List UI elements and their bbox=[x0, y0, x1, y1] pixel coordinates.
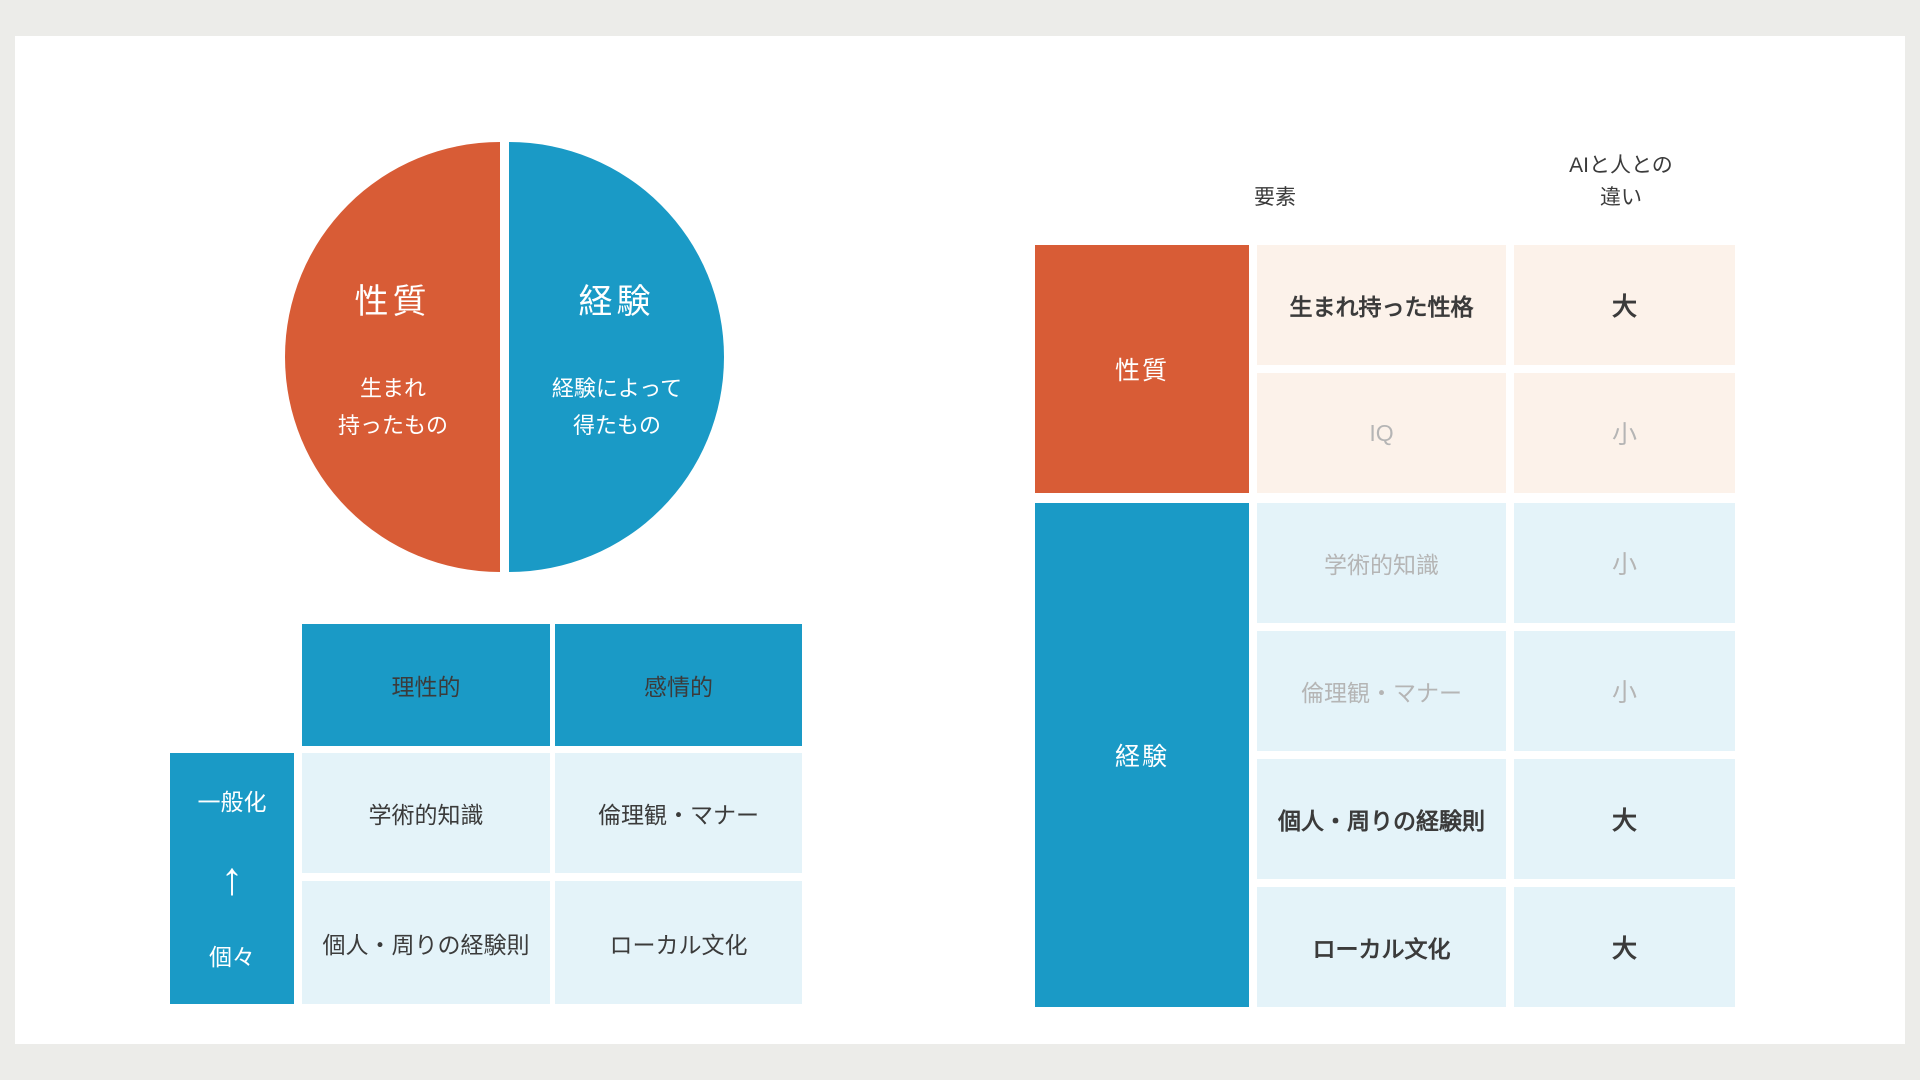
table-cell-element-innate-personality: 生まれ持った性格 bbox=[1257, 245, 1506, 365]
venn-right-half bbox=[509, 142, 724, 572]
venn-left-half bbox=[285, 142, 500, 572]
matrix-col-header-emotional: 感情的 bbox=[555, 624, 802, 746]
table-cell-element-iq: IQ bbox=[1257, 373, 1506, 493]
matrix-cell-academic-knowledge: 学術的知識 bbox=[302, 753, 550, 873]
table-cell-element-local-culture: ローカル文化 bbox=[1257, 887, 1506, 1007]
matrix-cell-personal-heuristics: 個人・周りの経験則 bbox=[302, 881, 550, 1004]
venn-right-subtitle-line1: 経験によって bbox=[551, 376, 683, 401]
slide-card: 性質 生まれ 持ったもの 経験 経験によって 得たもの 理性的 感情的 一般化 … bbox=[15, 36, 1905, 1044]
matrix-axis-cell: 一般化 ↑ 個々 bbox=[170, 753, 294, 1004]
table-header-element: 要素 bbox=[1254, 186, 1296, 209]
table-cell-diff-iq: 小 bbox=[1514, 373, 1735, 493]
table-header-difference-line1: AIと人との bbox=[1569, 154, 1673, 177]
table-cell-diff-personal-heuristics: 大 bbox=[1514, 759, 1735, 879]
venn-left-title: 性質 bbox=[354, 283, 431, 321]
table-group-label-experience: 経験 bbox=[1035, 503, 1249, 1007]
table-cell-element-academic-knowledge: 学術的知識 bbox=[1257, 503, 1506, 623]
matrix-cell-local-culture: ローカル文化 bbox=[555, 881, 802, 1004]
table-header-difference-line2: 違い bbox=[1600, 186, 1642, 209]
table-cell-diff-local-culture: 大 bbox=[1514, 887, 1735, 1007]
venn-left-subtitle: 生まれ 持ったもの bbox=[278, 370, 508, 444]
axis-label-individual: 個々 bbox=[209, 944, 255, 970]
venn-right-title: 経験 bbox=[578, 283, 655, 321]
table-cell-diff-innate-personality: 大 bbox=[1514, 245, 1735, 365]
table-cell-diff-ethics-manners: 小 bbox=[1514, 631, 1735, 751]
matrix-cell-ethics-manners: 倫理観・マナー bbox=[555, 753, 802, 873]
venn-right-subtitle: 経験によって 得たもの bbox=[502, 370, 732, 444]
venn-right-subtitle-line2: 得たもの bbox=[572, 413, 661, 438]
table-cell-element-ethics-manners: 倫理観・マナー bbox=[1257, 631, 1506, 751]
venn-left-subtitle-line2: 持ったもの bbox=[337, 413, 448, 438]
matrix-col-header-rational: 理性的 bbox=[302, 624, 550, 746]
up-arrow-icon: ↑ bbox=[220, 851, 244, 904]
table-cell-element-personal-heuristics: 個人・周りの経験則 bbox=[1257, 759, 1506, 879]
table-header-difference: AIと人との 違い bbox=[1496, 150, 1746, 214]
table-group-label-nature: 性質 bbox=[1035, 245, 1249, 493]
venn-left-subtitle-line1: 生まれ bbox=[359, 376, 426, 401]
axis-label-generalized: 一般化 bbox=[197, 789, 267, 815]
table-cell-diff-academic-knowledge: 小 bbox=[1514, 503, 1735, 623]
